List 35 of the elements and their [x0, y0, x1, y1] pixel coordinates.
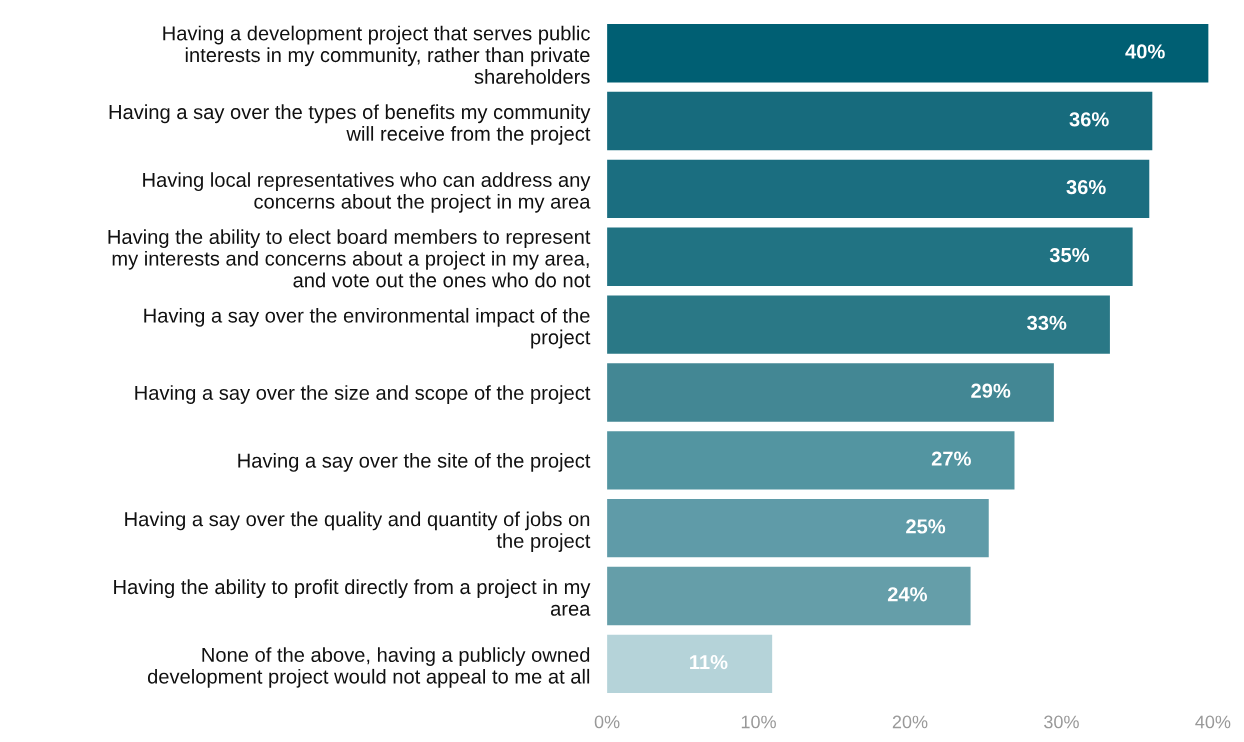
bar: [607, 566, 971, 626]
x-tick-label: 30%: [1044, 715, 1079, 729]
data-label: 29%: [971, 383, 1011, 398]
y-tick-label: Having a say over the types of benefits my community will receive from the project: [109, 104, 591, 145]
data-label: 35%: [1049, 247, 1090, 263]
data-label: 36%: [1069, 112, 1109, 127]
bar: [607, 227, 1133, 286]
data-label: 33%: [1027, 315, 1067, 331]
y-tick-label: Having the ability to profit directly from a project in my area: [114, 579, 591, 616]
data-label: 40%: [1125, 44, 1165, 59]
bar: [607, 91, 1153, 151]
x-tick-label: 10%: [741, 715, 776, 729]
data-label: 36%: [1066, 180, 1106, 195]
y-tick-label: Having a say over the size and scope of the project: [135, 385, 591, 404]
x-tick-label: 20%: [892, 715, 928, 729]
bar: [607, 634, 773, 694]
y-tick-label: Having local representatives who can address any concerns about the project in my area: [143, 172, 591, 213]
x-tick-label: 0%: [594, 715, 620, 729]
bar: [607, 159, 1150, 219]
y-tick-label: Having a development project that serves public interests in my community, rather than private shareholders: [163, 25, 590, 84]
y-tick-label: Having a say over the quality and quantity of jobs on the project: [125, 511, 591, 552]
x-tick-label: 40%: [1195, 715, 1231, 729]
y-tick-label: Having the ability to elect board members to represent my interests and concerns about a project in my area, and vote out the ones who do not: [108, 229, 591, 288]
bar: [607, 24, 1209, 83]
data-label: 24%: [887, 587, 928, 602]
bar: [607, 431, 1015, 490]
y-tick-label: Having a say over the environmental impact of the project: [144, 307, 591, 349]
data-label: 11%: [690, 655, 728, 670]
data-label: 25%: [906, 519, 946, 534]
bar: [607, 363, 1054, 422]
data-label: 27%: [931, 451, 971, 466]
y-tick-label: Having a say over the site of the project: [238, 453, 591, 472]
bar: [607, 295, 1110, 354]
bar: [607, 498, 989, 558]
y-tick-label: None of the above, having a publicly owned development project would not appeal to me at all: [147, 647, 590, 688]
